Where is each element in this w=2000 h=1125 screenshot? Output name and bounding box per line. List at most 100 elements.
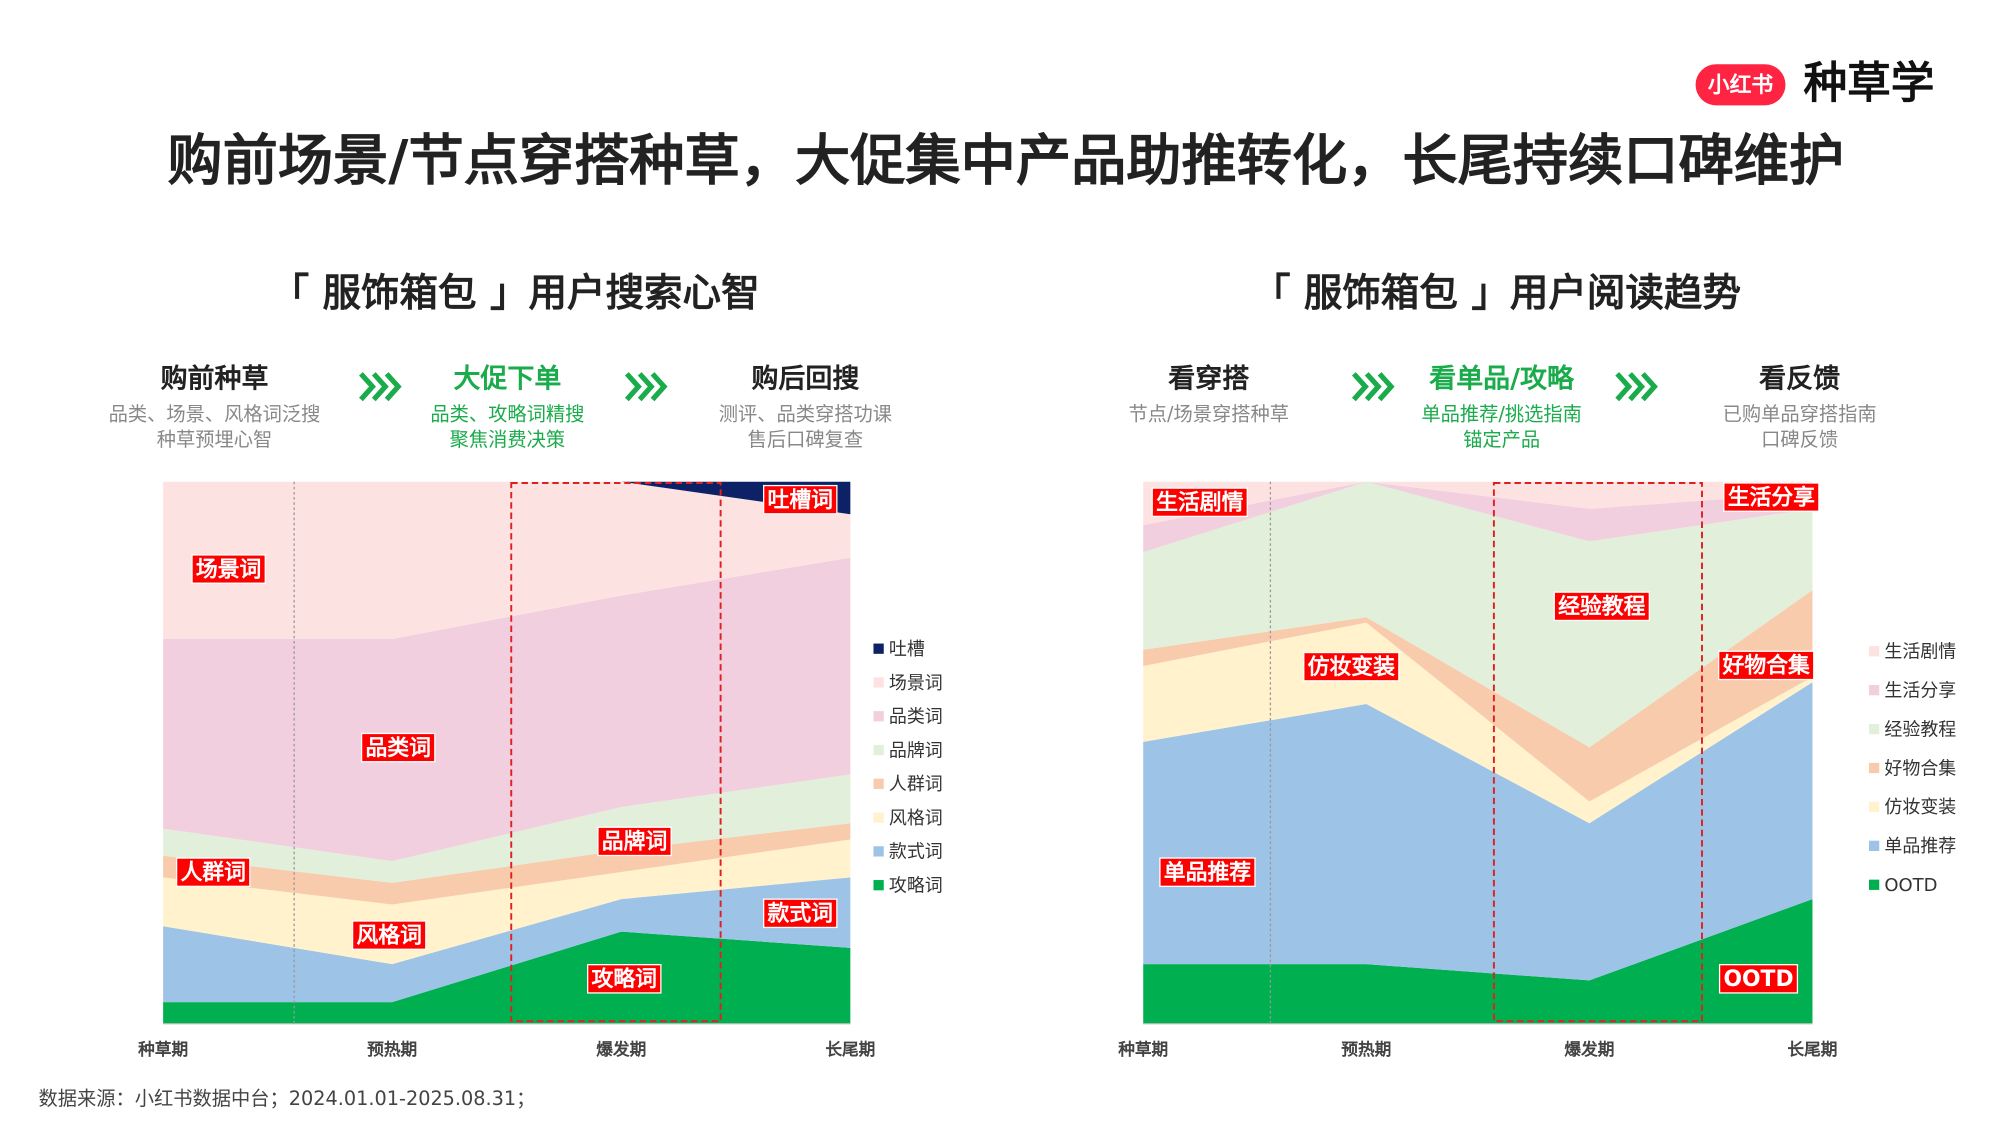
stage-desc: 口碑反馈	[1761, 428, 1838, 451]
stage-desc: 种草预埋心智	[157, 428, 273, 451]
stage-title: 看反馈	[1759, 364, 1840, 395]
area-label: 单品推荐	[1164, 859, 1251, 885]
area-label: 人群词	[180, 859, 246, 885]
legend-swatch	[873, 812, 884, 823]
logo-badge: 小红书	[1708, 72, 1774, 98]
stage-arrow	[624, 372, 642, 402]
logo-badge-bg	[1695, 64, 1786, 106]
x-tick-label: 爆发期	[1564, 1039, 1614, 1059]
area-label: 场景词	[196, 557, 262, 582]
legend-swatch	[1868, 801, 1880, 813]
area	[1143, 682, 1813, 981]
legend-label: 风格词	[889, 808, 943, 829]
stage-desc: 品类、场景、风格词泛搜	[109, 402, 321, 425]
area-label-bg	[175, 857, 251, 887]
stage-arrow	[1628, 372, 1646, 402]
stage-arrow	[1364, 372, 1382, 402]
logo-text: 种草学	[1803, 58, 1934, 109]
stage-desc: 品类、攻略词精搜	[430, 402, 584, 425]
area-label: 款式词	[768, 901, 834, 927]
area-label: 生活剧情	[1156, 490, 1243, 516]
area	[163, 774, 851, 883]
stage-desc: 锚定产品	[1463, 428, 1540, 451]
page-title: 购前场景/节点穿搭种草，大促集中产品助推转化，长尾持续口碑维护	[167, 130, 1844, 194]
stage-title: 购后回搜	[751, 364, 859, 395]
legend-swatch	[873, 677, 884, 688]
legend-swatch	[1868, 646, 1880, 657]
x-tick-label: 预热期	[1341, 1039, 1391, 1059]
area-label: 风格词	[356, 922, 422, 948]
legend-label: 生活分享	[1884, 680, 1956, 701]
stage-title: 看穿搭	[1168, 363, 1249, 395]
legend-swatch	[873, 880, 884, 891]
x-tick-label: 爆发期	[596, 1039, 646, 1059]
area-label-bg	[351, 920, 427, 950]
area-label-bg	[1303, 651, 1400, 682]
chart-title: 「 服饰箱包 」用户搜索心智	[271, 271, 760, 316]
legend-label: 经验教程	[1884, 719, 1956, 740]
area-label-bg	[587, 964, 662, 994]
area	[163, 931, 851, 1024]
legend-label: 仿妆变装	[1884, 797, 1956, 818]
stage-arrow	[371, 372, 389, 402]
stage-arrow	[1640, 372, 1658, 402]
area-label: 品牌词	[602, 829, 667, 855]
area	[1143, 899, 1813, 1024]
area-label: 生活分享	[1728, 484, 1815, 510]
stage-arrow	[1351, 372, 1369, 402]
area-label: OOTD	[1723, 967, 1793, 992]
area-label-bg	[360, 732, 436, 763]
area	[163, 823, 851, 905]
legend-swatch	[873, 846, 884, 857]
area	[163, 839, 851, 965]
x-tick-label: 种草期	[137, 1039, 188, 1059]
area	[163, 557, 851, 862]
area-label: 经验教程	[1558, 594, 1645, 620]
stage-title: 大促下单	[453, 364, 561, 395]
area-label-bg	[1553, 591, 1650, 622]
stage-arrow	[650, 372, 668, 402]
stage-desc: 单品推荐/挑选指南	[1421, 402, 1581, 425]
legend-label: 生活剧情	[1884, 642, 1956, 663]
area	[1143, 590, 1813, 802]
legend-swatch	[1868, 685, 1880, 696]
area-label-bg	[1718, 650, 1815, 681]
area-label-bg	[1718, 964, 1799, 994]
stage-arrow	[1615, 372, 1633, 402]
legend-label: 人群词	[889, 774, 943, 795]
stage-title: 购前种草	[161, 363, 269, 395]
legend-swatch	[1868, 723, 1880, 735]
area	[1143, 481, 1813, 748]
area	[1143, 481, 1813, 526]
legend-label: 款式词	[889, 842, 943, 863]
legend-label: 品类词	[889, 707, 943, 728]
area-label: 好物合集	[1722, 653, 1810, 679]
area-label-bg	[763, 898, 838, 929]
x-tick-label: 长尾期	[1787, 1039, 1837, 1059]
stage-desc: 聚焦消费决策	[450, 428, 566, 451]
area	[163, 877, 851, 1003]
area-label-bg	[597, 826, 672, 857]
legend-label: 吐槽	[889, 639, 925, 660]
source-note: 数据来源：小红书数据中台；2024.01.01-2025.08.31；	[39, 1087, 536, 1110]
stage-desc: 已购单品穿搭指南	[1723, 402, 1877, 425]
stage-arrow	[637, 372, 655, 402]
legend-label: 攻略词	[889, 875, 943, 896]
stage-arrow	[359, 372, 376, 402]
stage-arrow	[1377, 372, 1395, 402]
area-label-bg	[191, 554, 266, 584]
chart-title: 「 服饰箱包 」用户阅读趋势	[1252, 271, 1741, 316]
legend-swatch	[1868, 879, 1880, 890]
highlight-box	[1492, 482, 1703, 1023]
legend-swatch	[873, 643, 884, 654]
legend-swatch	[1868, 762, 1880, 774]
area-label-bg	[1151, 487, 1248, 518]
area-label: 仿妆变装	[1308, 654, 1395, 680]
legend-label: 好物合集	[1884, 758, 1956, 779]
area-label: 吐槽词	[768, 488, 834, 513]
legend-label: 单品推荐	[1884, 836, 1956, 857]
area-label-bg	[1723, 482, 1820, 512]
legend-swatch	[873, 744, 884, 756]
legend-swatch	[1868, 840, 1880, 852]
